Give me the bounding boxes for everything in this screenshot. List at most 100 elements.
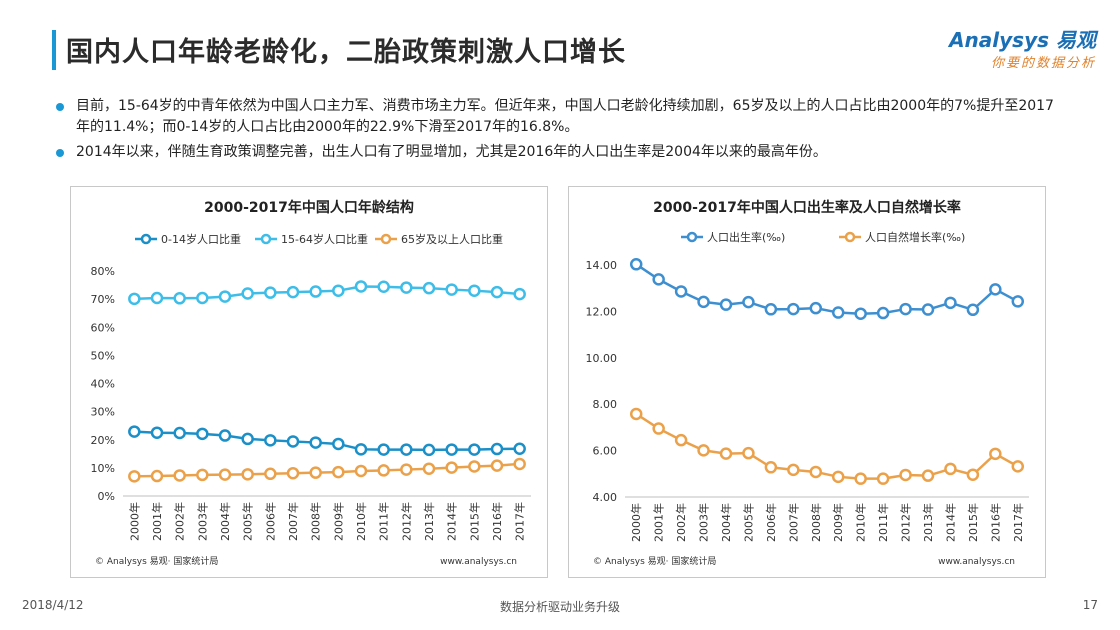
data-point <box>899 468 912 482</box>
data-point <box>264 467 277 481</box>
y-tick-label: 50% <box>91 349 115 362</box>
data-point <box>513 287 526 301</box>
data-point <box>513 457 526 471</box>
legend-label: 人口出生率(‰) <box>707 230 785 244</box>
legend-marker <box>380 233 392 245</box>
series-line <box>635 412 1019 480</box>
x-tick-label: 2007年 <box>286 502 300 541</box>
page-title: 国内人口年龄老龄化，二胎政策刺激人口增长 <box>66 37 626 68</box>
data-point <box>854 472 867 485</box>
data-point <box>854 307 867 320</box>
legend-label: 65岁及以上人口比重 <box>401 232 503 246</box>
series-line <box>635 263 1019 315</box>
x-tick-label: 2004年 <box>719 503 733 542</box>
series-line <box>134 462 520 478</box>
x-tick-label: 2005年 <box>241 502 255 541</box>
x-tick-label: 2005年 <box>741 503 755 542</box>
data-point <box>989 447 1002 461</box>
data-point <box>332 465 345 479</box>
data-point <box>674 285 688 298</box>
data-point <box>400 281 413 294</box>
y-tick-label: 70% <box>91 293 115 306</box>
legend-label: 15-64岁人口比重 <box>281 232 368 246</box>
data-point <box>697 444 710 457</box>
x-tick-label: 2011年 <box>377 502 391 541</box>
chart-source: © Analysys 易观· 国家统计局 <box>95 557 219 567</box>
data-point <box>218 290 232 303</box>
data-point <box>697 295 710 309</box>
data-point <box>173 469 186 482</box>
y-tick-label: 14.00 <box>586 259 618 272</box>
data-point <box>354 464 368 478</box>
data-point <box>150 469 164 483</box>
x-tick-label: 2012年 <box>399 502 413 541</box>
x-tick-label: 2015年 <box>467 502 481 541</box>
data-point <box>309 466 322 479</box>
y-tick-label: 0% <box>98 490 115 503</box>
data-point <box>332 437 345 451</box>
data-point <box>921 303 935 316</box>
birth-rate-chart: 4.00 6.00 8.00 10.00 12.00 14.00 2000年 2001年 200… <box>586 230 1029 542</box>
title-accent-bar <box>52 30 56 70</box>
data-point <box>944 296 957 310</box>
data-point <box>354 280 368 293</box>
data-point <box>377 443 390 456</box>
data-point <box>876 306 890 320</box>
x-tick-label: 2016年 <box>490 502 504 541</box>
bullet-item: 目前，15-64岁的中青年依然为中国人口主力军、消费市场主力军。但近年来，中国人… <box>56 96 1066 138</box>
data-point <box>241 432 254 446</box>
x-tick-label: 2008年 <box>809 503 823 542</box>
x-tick-label: 2013年 <box>921 503 935 542</box>
data-point <box>422 462 436 475</box>
data-point <box>400 463 413 476</box>
y-tick-label: 6.00 <box>593 445 618 458</box>
data-point <box>309 285 322 298</box>
footer-date: 2018/4/12 <box>22 598 84 612</box>
legend-marker <box>686 231 698 243</box>
data-point <box>128 425 141 438</box>
legend-label: 人口自然增长率(‰) <box>865 230 965 244</box>
x-tick-label: 2008年 <box>309 502 323 541</box>
data-point <box>831 470 845 484</box>
data-point <box>377 280 390 293</box>
data-point <box>196 468 209 482</box>
data-point <box>944 462 957 476</box>
data-point <box>286 435 300 448</box>
x-tick-label: 2000年 <box>127 502 141 541</box>
data-point <box>899 302 912 316</box>
data-point <box>196 427 209 441</box>
data-point <box>966 468 980 481</box>
y-tick-label: 60% <box>91 321 115 334</box>
x-tick-label: 2001年 <box>150 502 164 541</box>
x-tick-label: 2002年 <box>173 502 187 541</box>
data-point <box>173 292 186 305</box>
data-point <box>809 301 823 315</box>
data-point <box>286 466 300 480</box>
x-tick-label: 2010年 <box>354 502 368 541</box>
logo-main-text: Analysys 易观 <box>949 28 1096 52</box>
data-point <box>921 469 935 482</box>
data-point <box>445 283 458 296</box>
data-point <box>173 426 186 440</box>
data-point <box>674 433 688 447</box>
x-tick-label: 2009年 <box>831 503 845 542</box>
y-tick-label: 4.00 <box>593 491 618 504</box>
data-point <box>332 284 345 297</box>
data-point <box>218 468 232 481</box>
chart-title: 2000-2017年中国人口出生率及人口自然增长率 <box>653 200 961 216</box>
data-point <box>445 461 458 474</box>
data-point <box>241 468 254 481</box>
x-tick-label: 2007年 <box>786 503 800 542</box>
x-tick-label: 2014年 <box>445 502 459 541</box>
data-point <box>490 459 504 472</box>
y-tick-label: 8.00 <box>593 398 618 411</box>
logo-sub-text: 你要的数据分析 <box>990 56 1096 71</box>
data-point <box>652 422 665 435</box>
bullet-dot-icon <box>56 103 64 111</box>
y-tick-label: 10% <box>91 462 115 475</box>
data-point <box>876 472 890 485</box>
x-tick-label: 2009年 <box>331 502 345 541</box>
data-point <box>468 460 481 473</box>
bullet-text: 目前，15-64岁的中青年依然为中国人口主力军、消费市场主力军。但近年来，中国人… <box>76 98 1054 135</box>
x-tick-label: 2006年 <box>764 503 778 542</box>
